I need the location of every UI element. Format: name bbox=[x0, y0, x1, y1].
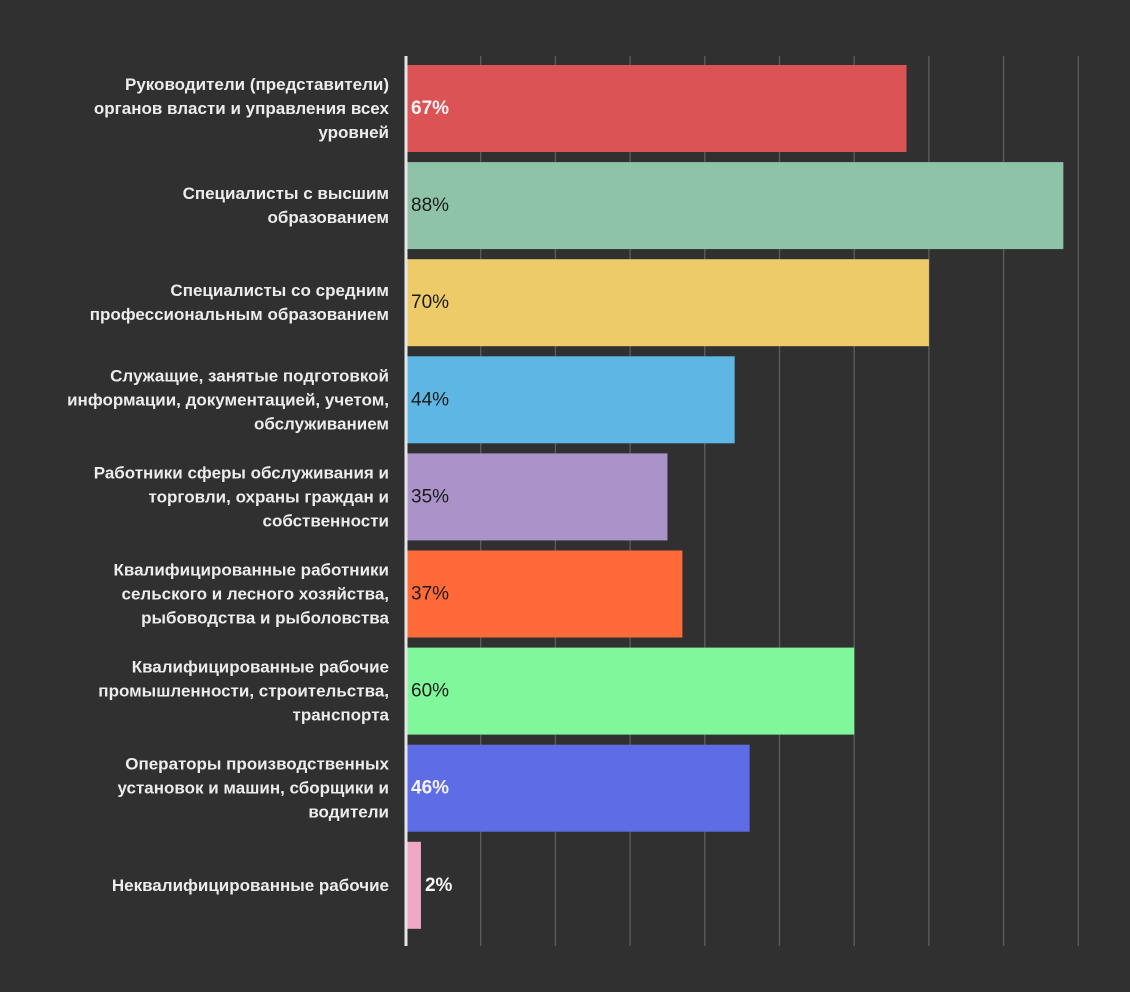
bar bbox=[406, 550, 683, 638]
value-labels: 67% 88% 70% 44% 35% 37% 60% 46% 2% bbox=[411, 98, 453, 896]
bar-value-label: 46% bbox=[411, 778, 449, 799]
bar bbox=[406, 65, 907, 152]
bar bbox=[406, 356, 735, 444]
bar-value-label: 2% bbox=[425, 875, 453, 896]
category-label-line: органов власти и управления всех bbox=[94, 99, 390, 118]
category-label-line: образованием bbox=[267, 208, 389, 227]
category-label-line: промышленности, строительства, bbox=[98, 682, 389, 701]
category-label-line: рыбоводства и рыболовства bbox=[141, 609, 389, 628]
bar bbox=[406, 841, 421, 929]
category-label: Работники сферы обслуживания и торговли, … bbox=[94, 463, 389, 530]
category-label-line: Квалифицированные работники bbox=[113, 561, 389, 580]
category-label: Неквалифицированные рабочие bbox=[112, 876, 389, 895]
category-label: Специалисты с высшим образованием bbox=[183, 184, 389, 227]
category-label: Квалифицированные работники сельского и л… bbox=[113, 561, 389, 628]
bars bbox=[406, 65, 1064, 929]
category-label-line: транспорта bbox=[293, 706, 390, 725]
bar-value-label: 88% bbox=[411, 195, 449, 216]
category-label-line: Руководители (представители) bbox=[125, 75, 389, 94]
category-label-line: сельского и лесного хозяйства, bbox=[122, 585, 390, 604]
category-label: Служащие, занятые подготовкой информации,… bbox=[67, 366, 389, 433]
bar-value-label: 37% bbox=[411, 584, 449, 605]
bar bbox=[406, 259, 929, 347]
category-label: Руководители (представители) органов влас… bbox=[94, 75, 390, 142]
category-label: Специалисты со средним профессиональным о… bbox=[90, 281, 389, 324]
category-label-line: водители bbox=[308, 803, 389, 822]
bar-value-label: 60% bbox=[411, 681, 449, 702]
category-label: Операторы производственных установок и ма… bbox=[117, 755, 389, 822]
bar-value-label: 70% bbox=[411, 292, 449, 313]
category-label-line: Работники сферы обслуживания и bbox=[94, 463, 389, 482]
category-label-line: собственности bbox=[262, 511, 389, 530]
category-label-line: Операторы производственных bbox=[125, 755, 389, 774]
category-label-line: установок и машин, сборщики и bbox=[117, 779, 389, 798]
category-label: Квалифицированные рабочие промышленности,… bbox=[98, 658, 389, 725]
category-label-line: профессиональным образованием bbox=[90, 305, 389, 324]
category-label-line: торговли, охраны граждан и bbox=[149, 487, 389, 506]
category-label-line: Специалисты с высшим bbox=[183, 184, 389, 203]
bar bbox=[406, 744, 750, 832]
category-labels: Руководители (представители) органов влас… bbox=[67, 75, 389, 895]
bar bbox=[406, 162, 1064, 250]
category-label-line: Специалисты со средним bbox=[170, 281, 389, 300]
category-label-line: Служащие, занятые подготовкой bbox=[110, 366, 389, 385]
category-label-line: обслуживанием bbox=[254, 414, 389, 433]
bar bbox=[406, 647, 855, 735]
category-label-line: информации, документацией, учетом, bbox=[67, 390, 389, 409]
bar-value-label: 35% bbox=[411, 486, 449, 507]
category-label-line: уровней bbox=[318, 123, 389, 142]
bar-value-label: 67% bbox=[411, 98, 449, 119]
bar-value-label: 44% bbox=[411, 389, 449, 410]
category-label-line: Неквалифицированные рабочие bbox=[112, 876, 389, 895]
category-label-line: Квалифицированные рабочие bbox=[132, 658, 389, 677]
bar bbox=[406, 453, 668, 541]
